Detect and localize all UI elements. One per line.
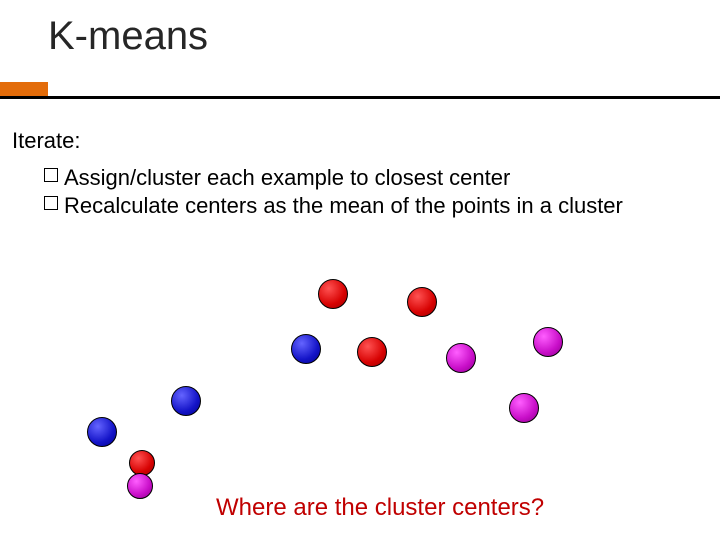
data-point [127,473,153,499]
accent-bar [0,82,48,96]
data-point [509,393,539,423]
data-point [171,386,201,416]
data-point [407,287,437,317]
data-point [87,417,117,447]
data-point [291,334,321,364]
data-point [533,327,563,357]
square-bullet-icon [44,168,58,182]
data-point [129,450,155,476]
question-text: Where are the cluster centers? [216,494,544,522]
square-bullet-icon [44,196,58,210]
bullet-item: Recalculate centers as the mean of the p… [44,192,684,220]
data-point [357,337,387,367]
title-underline [0,96,720,99]
bullet-item: Assign/cluster each example to closest c… [44,164,684,192]
page-title: K-means [48,14,208,59]
data-point [318,279,348,309]
data-point [446,343,476,373]
iterate-label: Iterate: [12,128,80,154]
bullet-text: Assign/cluster each example to closest c… [64,164,510,192]
bullet-text: Recalculate centers as the mean of the p… [64,192,623,220]
